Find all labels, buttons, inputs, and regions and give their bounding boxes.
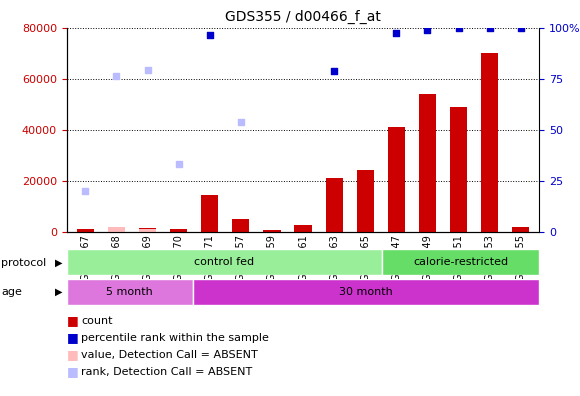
Point	[236, 119, 245, 125]
Text: percentile rank within the sample: percentile rank within the sample	[81, 333, 269, 343]
Bar	[201, 195, 218, 232]
Bar	[170, 229, 187, 232]
Text: age: age	[1, 287, 22, 297]
Point	[392, 30, 401, 36]
Text: protocol: protocol	[1, 257, 46, 268]
Text: 5 month: 5 month	[106, 287, 153, 297]
Text: ▶: ▶	[55, 257, 63, 268]
Bar	[382, 249, 539, 275]
Point	[81, 188, 90, 194]
Bar	[108, 227, 125, 232]
Bar	[67, 249, 382, 275]
Bar	[233, 219, 249, 232]
Text: 30 month: 30 month	[339, 287, 393, 297]
Bar	[388, 127, 405, 232]
Bar	[325, 178, 343, 232]
Point	[329, 68, 339, 74]
Title: GDS355 / d00466_f_at: GDS355 / d00466_f_at	[225, 10, 381, 24]
Text: count: count	[81, 316, 113, 326]
Bar	[263, 230, 281, 232]
Point	[174, 161, 183, 167]
Point	[112, 73, 121, 79]
Bar	[357, 170, 374, 232]
Bar	[108, 229, 125, 232]
Text: value, Detection Call = ABSENT: value, Detection Call = ABSENT	[81, 350, 258, 360]
Text: ■: ■	[67, 331, 78, 344]
Point	[516, 25, 525, 31]
Point	[143, 67, 152, 73]
Point	[485, 25, 494, 31]
Text: ■: ■	[67, 348, 78, 361]
Text: ▶: ▶	[55, 287, 63, 297]
Bar	[67, 279, 193, 305]
Bar	[512, 227, 530, 232]
Bar	[193, 279, 539, 305]
Text: ■: ■	[67, 314, 78, 327]
Point	[205, 32, 215, 38]
Point	[423, 27, 432, 33]
Text: rank, Detection Call = ABSENT: rank, Detection Call = ABSENT	[81, 367, 252, 377]
Text: calorie-restricted: calorie-restricted	[413, 257, 508, 267]
Bar	[295, 225, 311, 232]
Bar	[481, 53, 498, 232]
Bar	[450, 107, 467, 232]
Bar	[77, 229, 94, 232]
Point	[454, 25, 463, 31]
Bar	[139, 228, 156, 232]
Bar	[419, 94, 436, 232]
Text: control fed: control fed	[194, 257, 254, 267]
Bar	[139, 228, 156, 232]
Text: ■: ■	[67, 366, 78, 378]
